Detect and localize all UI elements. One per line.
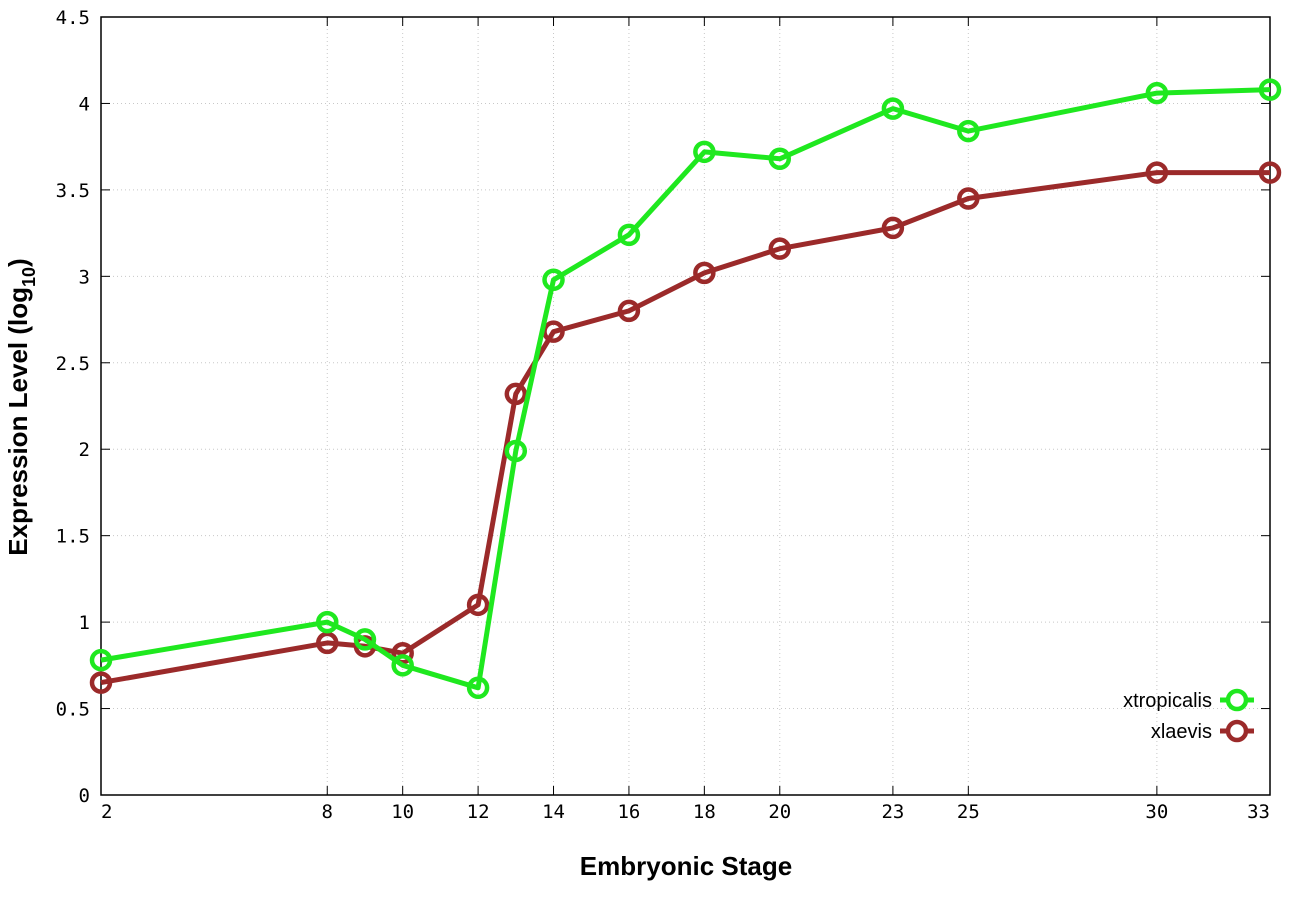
plot-frame	[100, 16, 1271, 796]
y-axis-title-main: Expression Level (log	[3, 287, 33, 556]
data-point	[391, 641, 414, 665]
data-point	[504, 382, 528, 406]
series-layer	[89, 78, 1282, 700]
legend-swatch-marker	[1225, 688, 1249, 712]
legend-label: xlaevis	[1151, 721, 1212, 743]
data-point	[693, 261, 716, 285]
y-tick-label: 2.5	[56, 353, 90, 375]
x-tick-label: 12	[467, 801, 490, 823]
data-point	[353, 628, 377, 651]
y-tick-label: 1.5	[56, 526, 90, 548]
legend-label: xtropicalis	[1123, 690, 1212, 712]
data-point	[768, 237, 792, 260]
legend-item: xlaevis	[1151, 719, 1254, 743]
series-line	[100, 170, 1270, 686]
y-tick-label: 4.5	[56, 7, 90, 29]
data-point	[768, 147, 792, 171]
x-tick-label: 33	[1247, 801, 1270, 823]
data-point	[466, 676, 490, 700]
data-point	[617, 223, 641, 247]
x-tick-label: 16	[617, 801, 640, 823]
data-point	[466, 593, 490, 617]
x-tick-label: 14	[542, 801, 565, 823]
data-point	[1145, 161, 1169, 184]
x-tick-label: 20	[768, 801, 791, 823]
y-tick-label: 0	[79, 785, 90, 807]
data-point	[957, 187, 980, 210]
x-tick-label: 2	[101, 801, 112, 823]
x-tick-label: 18	[693, 801, 716, 823]
y-tick-label: 3	[79, 266, 90, 288]
x-tick-label: 30	[1145, 801, 1168, 823]
series-xlaevis	[89, 161, 1282, 694]
data-point	[504, 439, 528, 463]
x-axis-title: Embryonic Stage	[580, 851, 792, 881]
legend-swatch-marker	[1225, 719, 1249, 743]
x-tick-label: 8	[322, 801, 333, 823]
data-point	[89, 648, 113, 672]
data-point	[881, 97, 905, 120]
data-point	[1258, 78, 1282, 101]
y-axis-title-subscript: 10	[19, 267, 39, 287]
data-point	[1258, 161, 1282, 184]
data-point	[542, 268, 565, 292]
series-xtropicalis	[89, 78, 1282, 700]
y-tick-label: 0.5	[56, 699, 90, 721]
x-tick-label: 25	[957, 801, 980, 823]
y-tick-label: 1	[79, 612, 90, 634]
y-tick-label: 4	[79, 93, 90, 115]
y-tick-label: 2	[79, 439, 90, 461]
data-point	[957, 119, 980, 143]
data-point	[1145, 81, 1169, 105]
legend: xtropicalis xlaevis	[1123, 688, 1254, 743]
y-axis-title: Expression Level (log10)	[3, 258, 39, 555]
data-point	[881, 216, 905, 240]
data-point	[693, 140, 716, 164]
x-tick-label: 10	[391, 801, 414, 823]
data-point	[316, 610, 339, 634]
legend-item: xtropicalis	[1123, 688, 1254, 712]
axes: 0 0.5 1 1.5 2 2.5 3 3.5 4 4.5 2 8 10 12 14 16 18 20 23 25 30…	[56, 7, 1271, 823]
y-tick-label: 3.5	[56, 180, 90, 202]
data-point	[316, 631, 339, 655]
data-point	[89, 671, 113, 694]
grid	[101, 17, 1270, 795]
data-point	[391, 654, 414, 677]
x-tick-label: 23	[881, 801, 904, 823]
data-point	[617, 299, 641, 323]
y-axis-title-close: )	[3, 258, 33, 267]
